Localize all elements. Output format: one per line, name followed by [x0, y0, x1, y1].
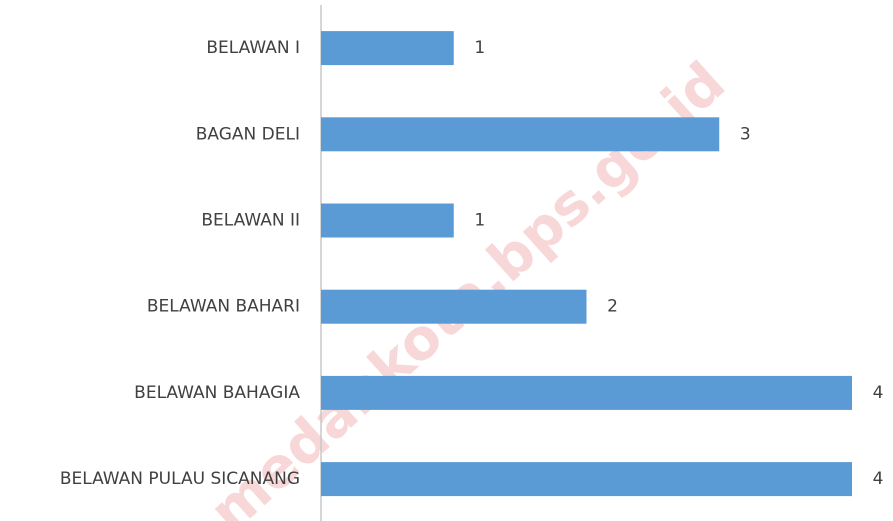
- bar: [321, 462, 852, 497]
- y-tick-label: BELAWAN II: [201, 211, 300, 231]
- y-tick-label: BELAWAN BAHARI: [147, 297, 300, 317]
- bar: [321, 31, 454, 66]
- y-tick-label: BELAWAN BAHAGIA: [134, 383, 300, 403]
- y-tick-label: BELAWAN I: [206, 38, 300, 58]
- bar: [321, 203, 454, 238]
- data-label: 1: [474, 38, 485, 58]
- data-label: 2: [607, 297, 618, 317]
- bar: [321, 289, 587, 324]
- data-label: 3: [740, 124, 751, 144]
- data-label: 1: [474, 211, 485, 231]
- y-tick-label: BELAWAN PULAU SICANANG: [60, 469, 300, 489]
- bar: [321, 375, 852, 410]
- data-label: 4: [873, 469, 884, 489]
- data-label: 4: [873, 383, 884, 403]
- y-tick-label: BAGAN DELI: [196, 124, 300, 144]
- bar: [321, 117, 720, 152]
